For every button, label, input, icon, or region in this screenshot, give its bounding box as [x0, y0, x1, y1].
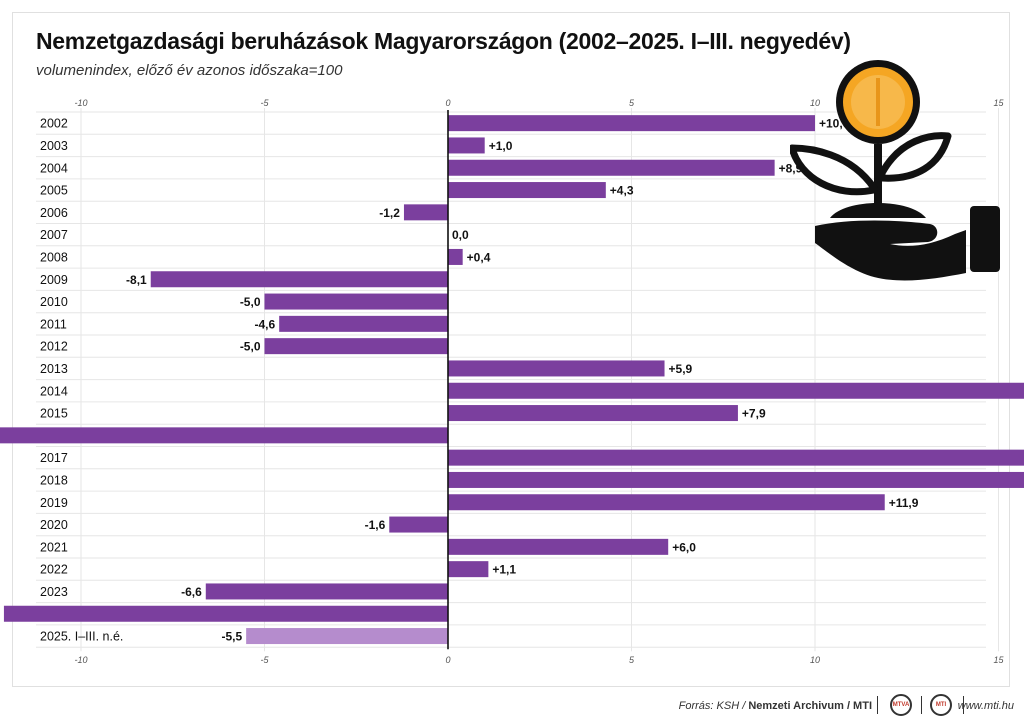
category-label: 2021	[40, 540, 68, 554]
bar	[150, 271, 449, 288]
bar-chart: -15-10-505101520-15-10-505101520252002+1…	[0, 98, 1024, 665]
category-label: 2005	[40, 184, 68, 198]
bar	[403, 204, 448, 221]
category-label: 2003	[40, 139, 68, 153]
data-label: +1,1	[492, 563, 516, 577]
chart-subtitle: volumenindex, előző év azonos időszaka=1…	[36, 62, 343, 79]
bar	[448, 137, 485, 154]
chart-title: Nemzetgazdasági beruházások Magyarország…	[36, 28, 851, 54]
category-label: 2020	[40, 518, 68, 532]
data-label: -4,6	[254, 317, 275, 331]
bar	[448, 182, 606, 199]
x-tick-label-top: -5	[260, 98, 269, 108]
category-label: 2018	[40, 473, 68, 487]
data-label: -1,6	[365, 518, 386, 532]
source-note: Forrás: KSH / Nemzeti Archivum / MTI	[678, 700, 872, 712]
data-label: -5,0	[240, 295, 261, 309]
bar	[448, 115, 815, 132]
data-label: -8,1	[126, 273, 147, 287]
bar	[448, 360, 665, 377]
category-label: 2004	[40, 161, 68, 175]
bar	[448, 538, 669, 555]
bar	[264, 338, 448, 355]
bar	[448, 449, 1024, 466]
footer-separator	[877, 696, 878, 714]
bar	[448, 494, 885, 511]
data-label: +1,0	[489, 139, 513, 153]
mtva-logo: MTVA	[890, 694, 912, 716]
category-label: 2006	[40, 206, 68, 220]
coin-plant-hand-icon	[790, 60, 1000, 281]
x-tick-label-bottom: 5	[629, 655, 635, 665]
data-label: +4,3	[610, 184, 634, 198]
x-tick-label-bottom: 0	[445, 655, 450, 665]
x-tick-label-bottom: 10	[810, 655, 820, 665]
x-tick-label-top: -10	[74, 98, 87, 108]
data-label: -6,6	[181, 585, 202, 599]
bar	[448, 471, 1024, 488]
x-tick-label-top: 0	[445, 98, 450, 108]
x-tick-label-top: 15	[993, 98, 1004, 108]
category-label: 2015	[40, 407, 68, 421]
footer: Forrás: KSH / Nemzeti Archivum / MTI MTV…	[0, 692, 1024, 720]
mti-logo: MTI	[930, 694, 952, 716]
x-tick-label-bottom: 15	[993, 655, 1004, 665]
data-label: -1,2	[379, 206, 400, 220]
data-label: +5,9	[669, 362, 693, 376]
category-label: 2009	[40, 273, 68, 287]
category-label: 2011	[40, 317, 67, 331]
data-label: -5,5	[221, 630, 242, 644]
bar	[448, 382, 1024, 399]
data-label: +11,9	[889, 496, 919, 510]
x-tick-label-bottom: -10	[74, 655, 87, 665]
bar	[246, 628, 448, 645]
data-label: +0,4	[467, 250, 491, 264]
x-tick-label-bottom: -5	[260, 655, 269, 665]
category-label: 2019	[40, 496, 68, 510]
category-label: 2013	[40, 362, 68, 376]
x-tick-label-top: 10	[810, 98, 820, 108]
bar	[279, 315, 448, 332]
bar	[3, 605, 449, 622]
bar	[264, 293, 448, 310]
category-label: 2017	[40, 451, 68, 465]
bar	[448, 405, 738, 422]
data-label: -5,0	[240, 340, 261, 354]
website-link[interactable]: www.mti.hu	[957, 700, 1014, 712]
x-tick-label-top: 5	[629, 98, 635, 108]
bar	[448, 561, 489, 578]
category-label: 2007	[40, 228, 68, 242]
bar	[389, 516, 448, 533]
category-label: 2002	[40, 117, 68, 131]
category-label: 2008	[40, 250, 68, 264]
bar	[448, 248, 463, 265]
footer-separator	[963, 696, 964, 714]
category-label: 2023	[40, 585, 68, 599]
data-label: +7,9	[742, 407, 766, 421]
category-label: 2022	[40, 563, 68, 577]
data-label: +6,0	[672, 540, 696, 554]
bar	[0, 427, 448, 444]
category-label: 2010	[40, 295, 68, 309]
data-label: 0,0	[452, 228, 469, 242]
bar	[205, 583, 448, 600]
footer-separator	[921, 696, 922, 714]
category-label: 2014	[40, 384, 68, 398]
bar	[448, 159, 775, 176]
category-label: 2012	[40, 340, 68, 354]
category-label: 2025. I–III. n.é.	[40, 630, 123, 644]
